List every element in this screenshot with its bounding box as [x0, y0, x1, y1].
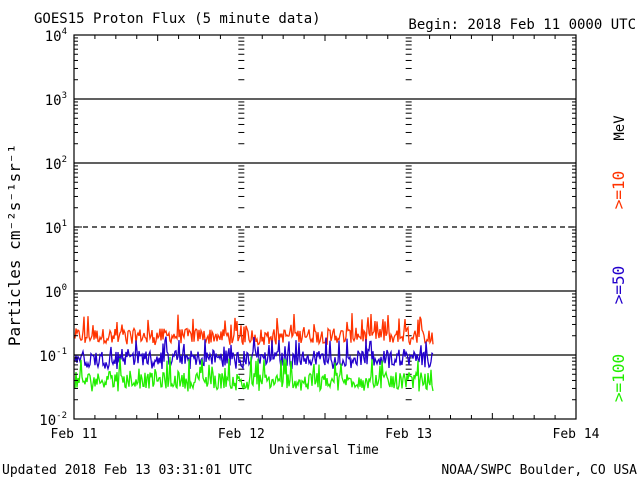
- begin-label: Begin: 2018 Feb 11 0000 UTC: [408, 17, 636, 33]
- y-tick-exponent: 2: [62, 155, 67, 165]
- x-tick-label: Feb 14: [553, 427, 600, 442]
- y-tick-label: 101: [45, 219, 67, 237]
- y-tick-exponent: 3: [62, 91, 67, 101]
- legend-unit-label: MeV: [612, 115, 628, 141]
- footer-credit: NOAA/SWPC Boulder, CO USA: [441, 463, 637, 478]
- y-tick-base: 10: [39, 413, 56, 429]
- series-line-ge50: [74, 336, 434, 372]
- legend-label-ge10: >=10: [609, 171, 628, 210]
- x-tick-label: Feb 12: [218, 427, 265, 442]
- y-tick-base: 10: [45, 221, 62, 237]
- x-tick-label: Feb 13: [385, 427, 432, 442]
- y-tick-base: 10: [39, 349, 56, 365]
- series-line-ge100: [74, 356, 434, 393]
- y-tick-exponent: -2: [56, 411, 67, 421]
- frame-layer: [73, 34, 577, 420]
- y-tick-exponent: 1: [62, 219, 67, 229]
- y-tick-label: 102: [45, 155, 67, 173]
- y-axis-label: Particles cm⁻²s⁻¹sr⁻¹: [5, 144, 24, 346]
- y-tick-base: 10: [45, 285, 62, 301]
- x-axis-label: Universal Time: [269, 443, 379, 458]
- footer-updated: Updated 2018 Feb 13 03:31:01 UTC: [2, 463, 252, 478]
- chart-title: GOES15 Proton Flux (5 minute data): [34, 11, 321, 27]
- y-tick-base: 10: [45, 29, 62, 45]
- grid-layer: [74, 37, 576, 401]
- energy-legend: >=10 >=50 >=100 MeV: [609, 115, 628, 402]
- series-layer: [74, 313, 434, 393]
- y-tick-label: 100: [45, 283, 67, 301]
- y-tick-base: 10: [45, 157, 62, 173]
- y-tick-label: 10-1: [39, 347, 67, 365]
- legend-label-ge50: >=50: [609, 266, 628, 305]
- y-tick-label: 104: [45, 27, 67, 45]
- x-tick-labels: Feb 11 Feb 12 Feb 13 Feb 14: [51, 427, 600, 442]
- y-tick-label: 10-2: [39, 411, 67, 429]
- y-tick-base: 10: [45, 93, 62, 109]
- y-tick-exponent: -1: [56, 347, 67, 357]
- y-tick-exponent: 4: [62, 27, 67, 37]
- legend-label-ge100: >=100: [609, 354, 628, 402]
- y-tick-label: 103: [45, 91, 67, 109]
- x-tick-label: Feb 11: [51, 427, 98, 442]
- y-tick-exponent: 0: [62, 283, 67, 293]
